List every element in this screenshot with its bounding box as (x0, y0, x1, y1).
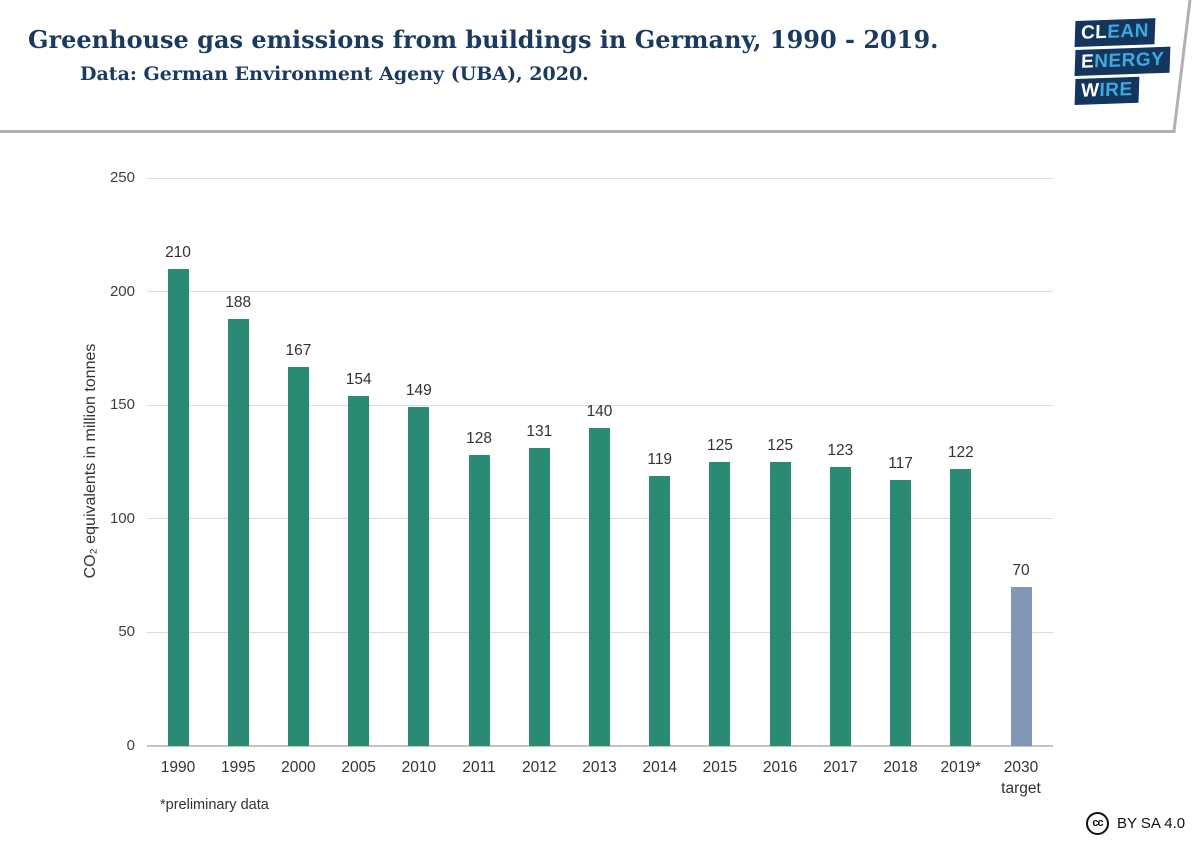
y-axis-tick-label: 150 (109, 396, 135, 414)
bar (709, 462, 731, 746)
bar (769, 462, 791, 746)
x-axis-label: 2013 (582, 759, 617, 776)
bar-value-label: 119 (647, 450, 673, 468)
x-axis-label: 2011 (462, 759, 496, 776)
x-axis-label: 2030 target (1001, 759, 1041, 797)
bar-value-label: 125 (706, 437, 733, 454)
bar-value-label: 167 (285, 341, 312, 359)
gridline (147, 291, 1053, 293)
x-axis-label: 2005 (341, 759, 376, 776)
bar-value-label: 210 (165, 243, 191, 261)
x-axis-line (147, 745, 1053, 747)
y-axis-tick-label: 0 (126, 737, 135, 754)
bar-value-label: 140 (586, 402, 613, 420)
bar-value-label: 123 (827, 441, 854, 459)
bar (950, 468, 972, 746)
x-axis-label: 1990 (160, 759, 196, 776)
bar (468, 455, 490, 746)
footnote: *preliminary data (160, 797, 269, 813)
bar (528, 448, 550, 746)
y-axis-tick-label: 250 (109, 169, 135, 186)
bar-value-label: 117 (888, 455, 913, 473)
bar-value-label: 122 (947, 443, 974, 461)
x-axis-label: 1995 (220, 759, 256, 776)
license: cc BY SA 4.0 (1086, 812, 1185, 835)
bar-value-label: 188 (225, 293, 252, 311)
y-axis-tick-label: 200 (109, 282, 135, 300)
bar-value-label: 70 (1012, 561, 1030, 579)
bar (348, 396, 370, 746)
bar (287, 366, 309, 746)
bar-value-label: 154 (345, 371, 372, 389)
bar (890, 480, 912, 746)
x-axis-label: 2016 (762, 759, 798, 776)
x-axis-label: 2014 (642, 759, 677, 776)
x-axis-label: 2017 (823, 759, 858, 776)
bar (589, 427, 610, 746)
x-axis-label: 2010 (401, 759, 437, 776)
cc-icon: cc (1086, 812, 1109, 835)
bar (649, 475, 671, 746)
x-axis-label: 2000 (281, 759, 316, 776)
license-text: BY SA 4.0 (1117, 815, 1186, 832)
y-axis-tick-label: 50 (118, 623, 135, 641)
bar-value-label: 149 (405, 382, 432, 400)
x-axis-label: 2019* (940, 759, 982, 776)
gridline (147, 404, 1053, 406)
x-axis-label: 2015 (702, 759, 738, 776)
bar-value-label: 125 (767, 437, 794, 454)
gridline (147, 177, 1053, 179)
bar (167, 268, 189, 746)
x-axis-label: 2012 (522, 759, 557, 776)
bar-value-label: 128 (466, 430, 492, 448)
bar-2030-target (1010, 586, 1032, 746)
y-axis-tick-label: 100 (109, 509, 135, 527)
bar-value-label: 131 (526, 423, 553, 441)
bar (227, 318, 249, 746)
bar (829, 466, 851, 746)
bar (408, 407, 430, 746)
x-axis-label: 2018 (883, 759, 918, 776)
